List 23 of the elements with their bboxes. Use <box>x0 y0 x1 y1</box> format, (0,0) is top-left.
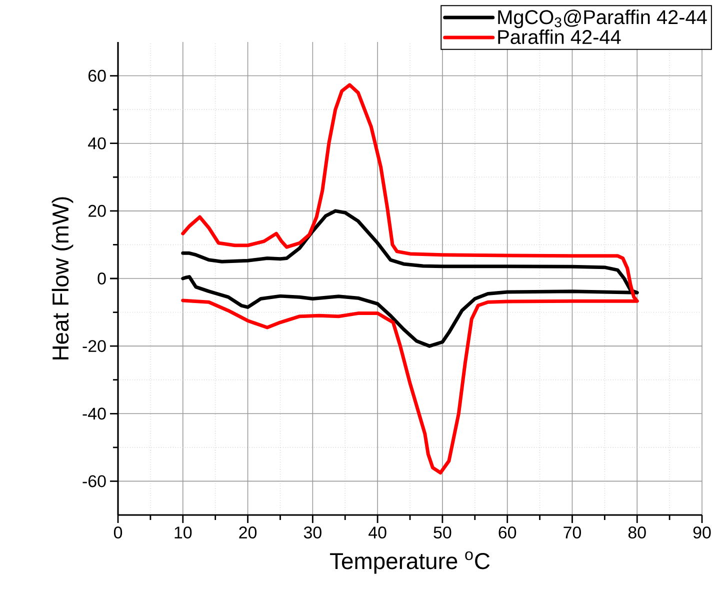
y-tick-label: -60 <box>82 475 106 488</box>
x-tick-label: 0 <box>114 526 122 539</box>
y-tick-label: 0 <box>98 272 106 284</box>
y-tick-label: -20 <box>82 340 106 352</box>
line-series <box>181 209 639 348</box>
y-tick-label: -40 <box>82 408 106 420</box>
legend-label: MgCO$_{3}$@Paraffin 42-44 <box>498 10 707 28</box>
y-tick-label: 20 <box>88 204 106 217</box>
y-tick-label: 40 <box>88 137 106 150</box>
x-tick-label: 90 <box>693 526 711 539</box>
x-axis-title: Temperature $^{o}$C <box>330 551 490 574</box>
y-tick-label: 60 <box>88 70 106 82</box>
x-tick-label: 60 <box>498 526 516 539</box>
y-axis-title: Heat Flow (mW) <box>52 197 74 360</box>
x-tick-label: 40 <box>368 526 386 539</box>
line-series <box>181 83 639 475</box>
x-tick-label: 20 <box>239 526 257 539</box>
x-tick-label: 10 <box>174 526 192 539</box>
x-tick-label: 80 <box>628 526 646 539</box>
x-tick-label: 50 <box>434 526 452 539</box>
x-tick-label: 30 <box>304 526 322 539</box>
legend-label: Paraffin 42-44 <box>498 29 621 44</box>
x-tick-label: 70 <box>564 526 581 539</box>
